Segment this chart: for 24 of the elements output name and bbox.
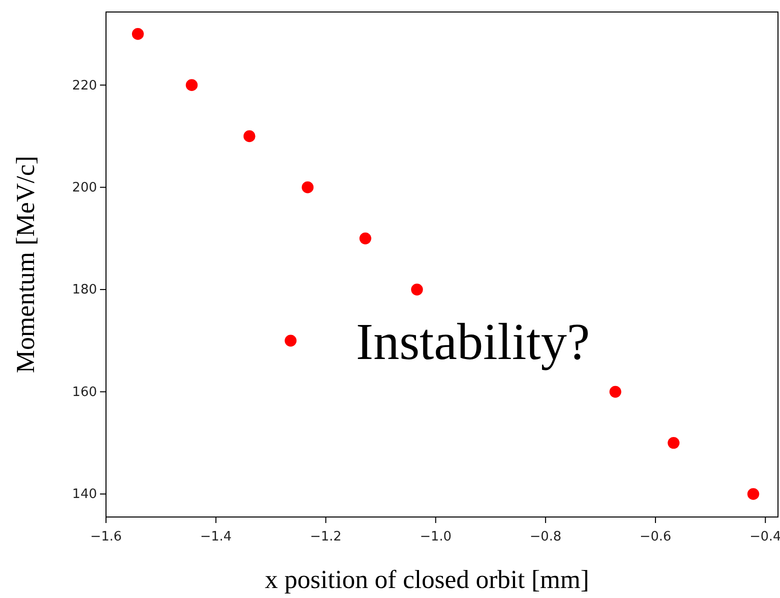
point [302, 181, 314, 194]
point [243, 130, 256, 142]
y-tick-label: 180 [72, 282, 97, 298]
x-tick-label: −0.8 [530, 529, 562, 544]
x-tick-label: −1.4 [200, 529, 232, 544]
annotation: Instability? [356, 314, 590, 371]
x-tick-label: −1.6 [90, 529, 122, 544]
point [668, 436, 680, 449]
point [284, 334, 297, 347]
y-tick-label: 160 [72, 384, 97, 400]
point [132, 28, 144, 40]
point [747, 488, 760, 500]
x-tick-label: −1.2 [310, 529, 342, 544]
x-tick-label: −0.6 [640, 529, 672, 544]
x-axis-title: x position of closed orbit [mm] [264, 565, 590, 594]
y-tick-label: 220 [72, 78, 97, 94]
y-axis-title: Momentum [MeV/c] [11, 156, 40, 374]
point [186, 79, 198, 91]
point [411, 284, 423, 296]
point [359, 232, 372, 244]
y-tick-label: 200 [72, 180, 97, 196]
x-tick-label: −1.0 [420, 529, 452, 544]
y-tick-label: 140 [72, 487, 97, 502]
point [609, 386, 622, 398]
